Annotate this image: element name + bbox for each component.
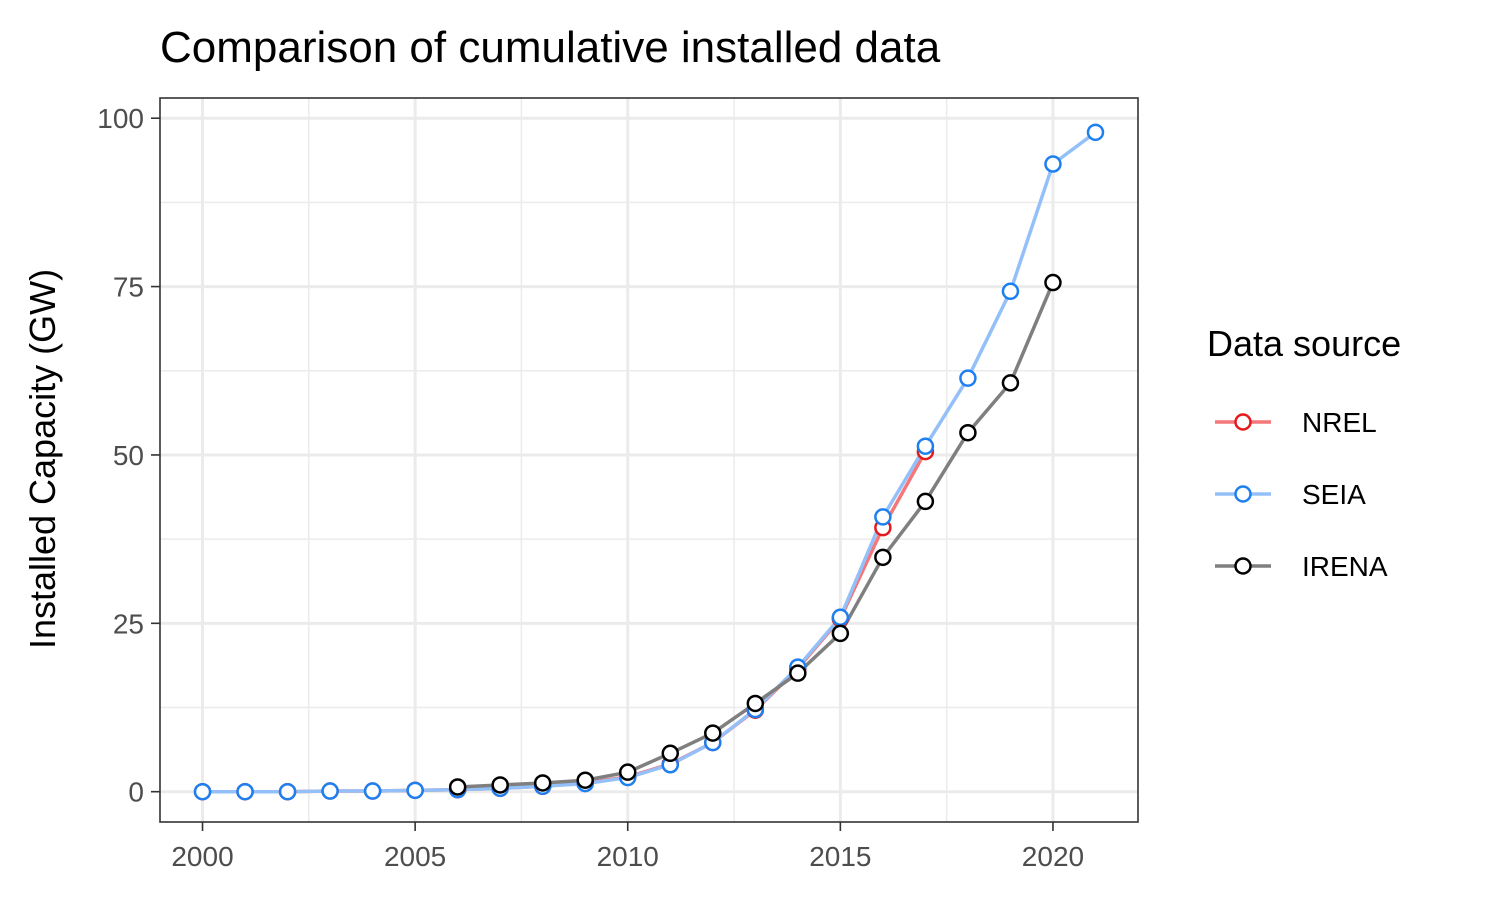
data-point-seia: [278, 782, 297, 801]
data-point-seia: [1086, 123, 1105, 142]
y-tick-label: 50: [113, 440, 144, 471]
legend-item-irena: IRENA: [1215, 551, 1388, 582]
legend-label: IRENA: [1302, 551, 1388, 582]
data-point-seia: [236, 782, 254, 801]
data-point-seia: [916, 437, 935, 455]
legend: Data source NREL SEIA IRENA: [1207, 323, 1401, 582]
data-point-irena: [959, 423, 977, 442]
legend-items: NREL SEIA IRENA: [1215, 407, 1388, 582]
data-point-irena: [746, 694, 765, 713]
legend-key-point: [1234, 557, 1252, 575]
data-point-irena: [874, 548, 892, 567]
y-tick-label: 100: [97, 103, 144, 134]
x-tick-label: 2020: [1022, 841, 1084, 872]
data-point-seia: [406, 781, 424, 800]
legend-key-point: [1234, 413, 1252, 431]
series-points: [193, 123, 1105, 801]
axis-ticks: 2000 2005 2010 2015 2020 0 25 50 75 100: [97, 103, 1084, 872]
data-point-seia: [831, 608, 850, 627]
data-point-seia: [1044, 155, 1062, 173]
data-point-seia: [321, 782, 339, 800]
legend-label: NREL: [1302, 407, 1377, 438]
data-point-irena: [1044, 273, 1062, 292]
x-tick-label: 2010: [597, 841, 659, 872]
legend-item-seia: SEIA: [1215, 479, 1366, 510]
x-tick-label: 2000: [171, 841, 233, 872]
data-point-irena: [661, 744, 680, 763]
data-point-seia: [874, 508, 892, 526]
y-tick-label: 75: [113, 272, 144, 303]
x-tick-label: 2015: [809, 841, 871, 872]
data-point-irena: [1001, 374, 1020, 392]
data-point-irena: [789, 664, 807, 682]
y-tick-label: 25: [113, 608, 144, 639]
legend-key-point: [1234, 485, 1252, 503]
series-lines: [202, 130, 1097, 794]
data-point-seia: [363, 782, 382, 800]
data-point-irena: [448, 778, 467, 796]
x-tick-label: 2005: [384, 841, 446, 872]
data-point-seia: [1001, 282, 1020, 301]
data-point-irena: [618, 763, 637, 781]
data-point-irena: [916, 492, 935, 511]
data-point-irena: [704, 724, 722, 742]
data-point-irena: [831, 624, 850, 643]
grid-minor: [160, 98, 1138, 822]
series-line-nrel: [202, 450, 927, 794]
grid-major: [160, 98, 1138, 822]
plot-panel-border: [159, 97, 1139, 823]
y-tick-label: 0: [128, 777, 144, 808]
data-point-seia: [959, 369, 977, 387]
legend-label: SEIA: [1302, 479, 1366, 510]
data-point-irena: [576, 771, 594, 789]
legend-title: Data source: [1207, 323, 1401, 364]
legend-item-nrel: NREL: [1215, 407, 1377, 438]
series-line-seia: [202, 130, 1097, 794]
data-point-irena: [533, 774, 552, 792]
y-axis-title: Installed Capacity (GW): [22, 269, 63, 649]
data-point-seia: [193, 782, 212, 801]
chart-title: Comparison of cumulative installed data: [160, 23, 941, 72]
data-point-irena: [491, 776, 509, 794]
